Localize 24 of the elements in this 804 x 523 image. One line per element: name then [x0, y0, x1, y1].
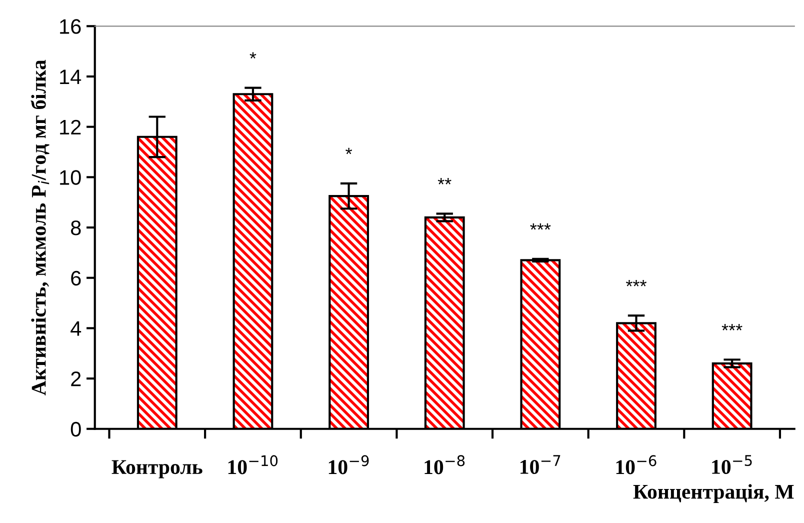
annotation: ***: [626, 280, 647, 286]
y-tick-label: 14: [60, 70, 82, 84]
y-tick-label: 6: [71, 270, 81, 286]
x-tick-label: 10$^{−5}$: [712, 455, 752, 474]
x-tick-label: 10$^{−9}$: [328, 455, 369, 474]
y-tick-label: 4: [70, 321, 82, 336]
annotation: ***: [722, 324, 742, 330]
y-tick-label: 8: [70, 220, 81, 236]
x-tick-label: 10$^{−6}$: [616, 455, 656, 474]
x-axis-title: Концентрація, М: [633, 484, 794, 504]
x-tick-label: 10$^{−8}$: [424, 455, 465, 474]
annotation: *: [250, 52, 256, 59]
annotation: *: [346, 148, 352, 154]
annotation: ***: [530, 223, 551, 230]
x-tick-label: Контроль: [112, 460, 202, 478]
y-tick-label: 2: [71, 372, 81, 386]
y-tick-label: 0: [70, 422, 81, 437]
x-tick-label: 10$^{−7}$: [520, 455, 560, 474]
annotation: **: [438, 178, 452, 184]
y-axis-title: Активність, мкмоль Р$_{і}$/год мг білка: [30, 60, 50, 396]
y-tick-label: 10: [60, 170, 81, 185]
x-tick-label: 10$^{−10}$: [228, 455, 278, 474]
y-tick-label: 12: [60, 120, 81, 134]
y-tick-label: 16: [60, 19, 81, 34]
